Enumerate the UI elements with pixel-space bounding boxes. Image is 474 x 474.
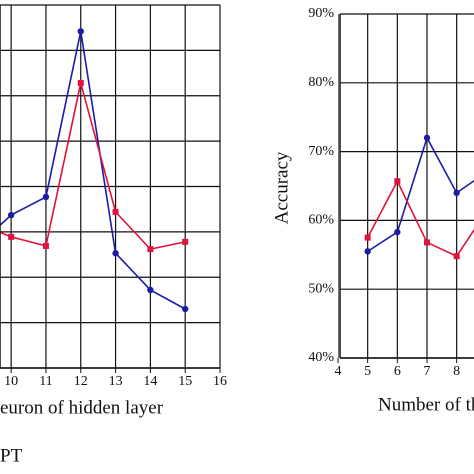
data-point — [182, 238, 189, 245]
x-tick-label: 11 — [39, 374, 52, 389]
data-point — [423, 134, 431, 142]
x-tick-label: 14 — [143, 374, 157, 389]
data-point — [424, 239, 430, 246]
x-tick-label: 5 — [364, 364, 371, 379]
x-axis-label: euron of hidden layer — [0, 397, 164, 418]
data-point — [453, 253, 460, 260]
data-point — [42, 242, 49, 249]
data-point — [453, 189, 460, 197]
x-tick-label: 15 — [178, 374, 192, 389]
y-axis-label: Accuracy — [271, 151, 292, 224]
data-point — [7, 211, 15, 219]
data-point — [112, 250, 119, 257]
y-tick-label: 80% — [308, 75, 334, 90]
x-axis-label: Number of th — [378, 394, 474, 415]
data-point — [147, 246, 154, 253]
plot-area — [0, 4, 221, 369]
x-tick-label: 6 — [394, 364, 401, 379]
data-point — [181, 305, 189, 313]
data-point — [77, 28, 84, 35]
x-tick-label: 13 — [109, 374, 123, 389]
x-tick-label: 7 — [424, 364, 431, 379]
y-tick-label: 90% — [308, 6, 334, 21]
x-tick-label: 4 — [335, 364, 342, 379]
data-point — [364, 234, 371, 241]
x-tick-label: 8 — [453, 364, 460, 379]
footer-text: PT — [0, 445, 23, 466]
data-point — [42, 193, 50, 201]
series-line — [0, 31, 186, 310]
data-point — [364, 248, 371, 255]
y-tick-label: 60% — [308, 213, 334, 228]
y-tick-label: 70% — [308, 144, 334, 159]
data-point — [112, 208, 119, 215]
x-tick-label: 12 — [74, 374, 88, 389]
y-tick-label: 40% — [308, 350, 334, 365]
x-tick-label: 10 — [4, 374, 18, 389]
data-point — [394, 178, 401, 185]
data-point — [77, 80, 84, 87]
data-point — [8, 233, 15, 240]
x-tick-label: 16 — [213, 374, 227, 389]
plot-area — [338, 13, 474, 359]
y-tick-label: 50% — [308, 281, 334, 296]
data-point — [394, 228, 401, 236]
data-point — [147, 286, 154, 294]
